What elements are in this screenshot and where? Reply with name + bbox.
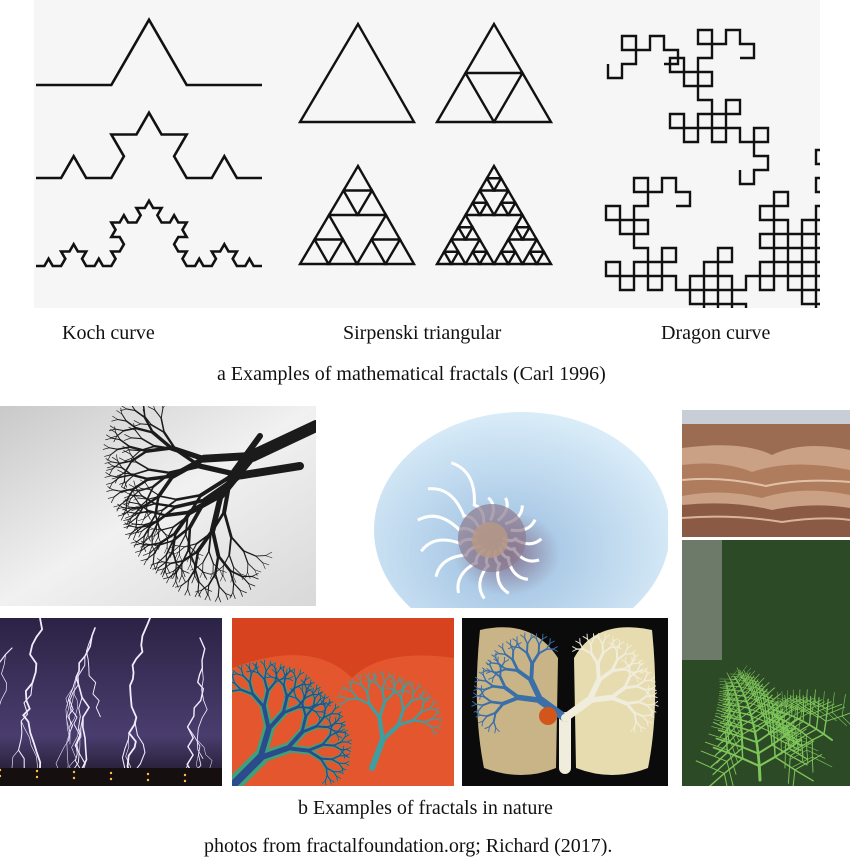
dragon-curve-label: Dragon curve — [661, 322, 771, 344]
koch-curve-iteration-1 — [36, 17, 262, 87]
koch-curves — [36, 17, 262, 268]
sierpinski-triangles — [297, 21, 554, 266]
panel-a-caption: a Examples of mathematical fractals (Car… — [217, 363, 606, 385]
lightning-photo — [0, 618, 222, 786]
koch-curve-iteration-2 — [36, 110, 262, 180]
river-terrain-photo — [232, 618, 454, 786]
dragon-curve-iteration-4 — [606, 34, 680, 80]
sierpinski-iteration-3 — [434, 163, 554, 266]
dragon-curve-iteration-8 — [604, 134, 850, 348]
koch-curve-iteration-3 — [36, 198, 262, 268]
fern-photo — [682, 540, 850, 786]
sierpinski-iteration-1 — [434, 21, 554, 124]
koch-curve-label: Koch curve — [62, 322, 155, 344]
sierpinski-label: Sirpenski triangular — [343, 322, 502, 344]
sierpinski-iteration-0 — [297, 21, 417, 124]
lung-cast-photo — [462, 618, 668, 786]
dragon-curves — [604, 28, 850, 348]
sierpinski-iteration-2 — [297, 163, 417, 266]
nautilus-shell-photo — [372, 410, 668, 608]
tree-branches-photo — [0, 406, 316, 606]
canyon-photo — [682, 410, 850, 537]
dragon-curve-iteration-6 — [668, 28, 770, 186]
photo-credit: photos from fractalfoundation.org; Richa… — [204, 835, 613, 857]
panel-b-caption: b Examples of fractals in nature — [298, 797, 553, 819]
math-fractals-panel — [34, 0, 850, 348]
math-fractals-drawing — [36, 17, 850, 348]
